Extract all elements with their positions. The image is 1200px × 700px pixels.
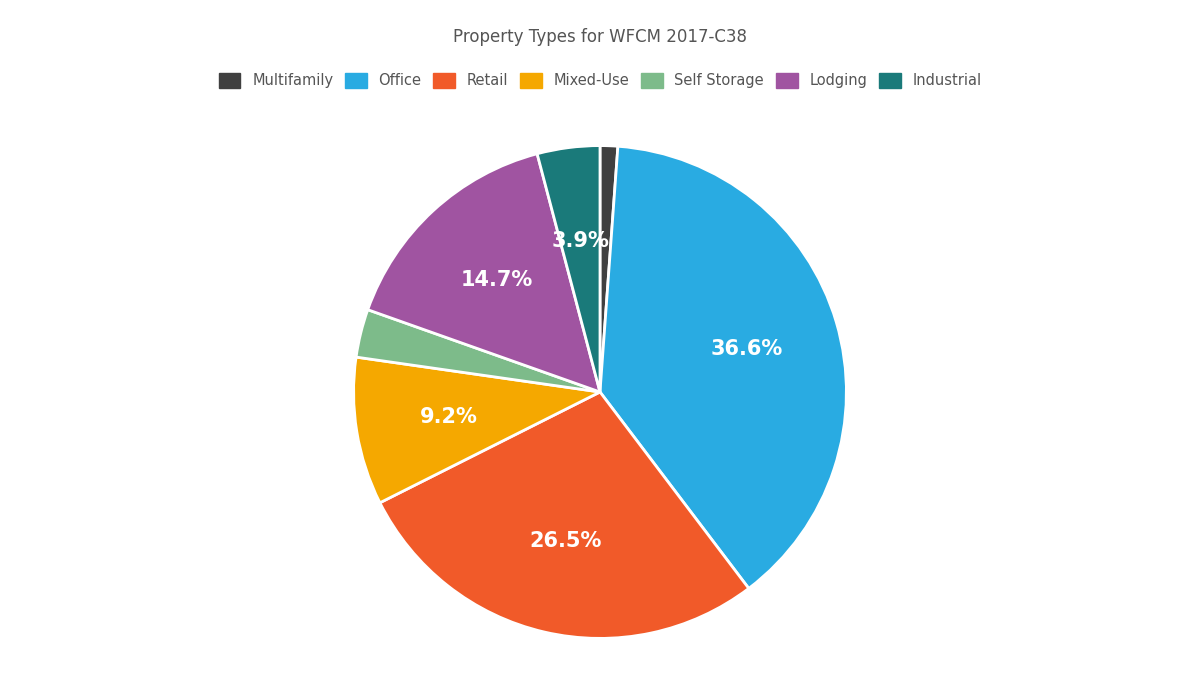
Wedge shape: [367, 154, 600, 392]
Wedge shape: [354, 357, 600, 503]
Legend: Multifamily, Office, Retail, Mixed-Use, Self Storage, Lodging, Industrial: Multifamily, Office, Retail, Mixed-Use, …: [212, 66, 988, 94]
Wedge shape: [538, 146, 600, 392]
Text: 3.9%: 3.9%: [552, 230, 610, 251]
Wedge shape: [380, 392, 749, 638]
Text: 26.5%: 26.5%: [529, 531, 601, 551]
Text: 36.6%: 36.6%: [710, 339, 782, 358]
Text: Property Types for WFCM 2017-C38: Property Types for WFCM 2017-C38: [454, 28, 746, 46]
Wedge shape: [600, 146, 846, 589]
Wedge shape: [356, 309, 600, 392]
Wedge shape: [600, 146, 618, 392]
Text: 9.2%: 9.2%: [420, 407, 478, 426]
Text: 14.7%: 14.7%: [461, 270, 533, 290]
